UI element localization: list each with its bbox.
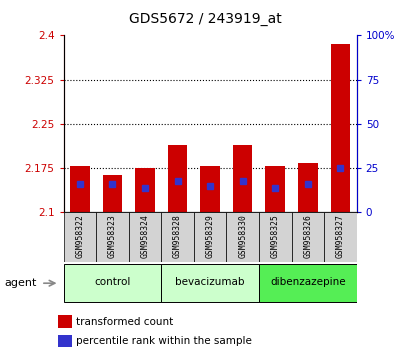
Text: bevacizumab: bevacizumab (175, 277, 244, 287)
Text: transformed count: transformed count (76, 316, 173, 327)
Bar (297, 164, 317, 212)
Bar (200, 166, 219, 212)
Text: GSM958326: GSM958326 (303, 214, 312, 258)
Bar (135, 168, 154, 212)
Bar (161, 212, 193, 262)
Bar (193, 212, 226, 262)
Bar (324, 212, 356, 262)
Bar (291, 212, 324, 262)
Bar (63, 264, 161, 302)
Text: GSM958328: GSM958328 (173, 214, 182, 258)
Bar (265, 166, 284, 212)
Bar (258, 212, 291, 262)
Bar (58, 315, 72, 328)
Bar (63, 212, 96, 262)
Text: GDS5672 / 243919_at: GDS5672 / 243919_at (128, 12, 281, 27)
Bar (226, 212, 258, 262)
Bar (161, 264, 258, 302)
Bar (102, 175, 122, 212)
Text: GSM958322: GSM958322 (75, 214, 84, 258)
Text: control: control (94, 277, 130, 287)
Bar (70, 166, 90, 212)
Bar (128, 212, 161, 262)
Text: GSM958324: GSM958324 (140, 214, 149, 258)
Text: GSM958325: GSM958325 (270, 214, 279, 258)
Bar (167, 144, 187, 212)
Text: GSM958327: GSM958327 (335, 214, 344, 258)
Bar (330, 44, 349, 212)
Text: percentile rank within the sample: percentile rank within the sample (76, 336, 252, 346)
Bar (58, 335, 72, 347)
Text: GSM958329: GSM958329 (205, 214, 214, 258)
Text: GSM958330: GSM958330 (238, 214, 247, 258)
Bar (232, 144, 252, 212)
Text: agent: agent (4, 278, 36, 288)
Text: GSM958323: GSM958323 (108, 214, 117, 258)
Bar (258, 264, 356, 302)
Bar (96, 212, 128, 262)
Text: dibenzazepine: dibenzazepine (270, 277, 345, 287)
